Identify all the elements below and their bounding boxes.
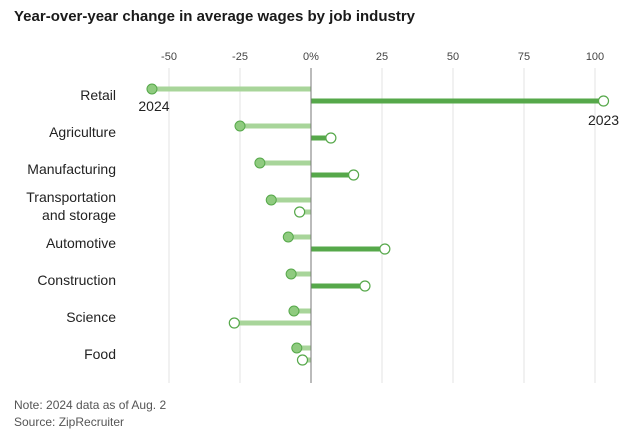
- marker-2023: [325, 132, 337, 144]
- x-tick-label: 0%: [303, 51, 319, 63]
- x-tick-label: 50: [447, 51, 459, 63]
- category-label-line: Transportation: [26, 189, 116, 205]
- marker-2023: [296, 354, 309, 366]
- bar-2023: [311, 283, 365, 289]
- category-label: Retail: [80, 87, 116, 103]
- category-label: Science: [66, 309, 116, 325]
- bar-2023: [311, 246, 385, 252]
- category-label: Agriculture: [49, 124, 116, 140]
- marker-2023: [228, 317, 240, 329]
- x-tick-label: 100: [586, 51, 604, 63]
- marker-2024: [285, 268, 297, 280]
- chart-title: Year-over-year change in average wages b…: [14, 8, 415, 25]
- x-tick-label: 25: [376, 51, 388, 63]
- category-label: Food: [84, 346, 116, 362]
- bar-2024: [291, 271, 311, 277]
- category-label: Manufacturing: [27, 161, 116, 177]
- bar-2024: [271, 197, 311, 203]
- marker-2023: [597, 95, 610, 107]
- marker-2024: [288, 305, 300, 317]
- category-label-line: and storage: [42, 207, 116, 223]
- x-tick-label: -25: [232, 51, 248, 63]
- marker-2024: [146, 83, 158, 95]
- bar-2023: [311, 172, 354, 178]
- marker-2024: [265, 194, 277, 206]
- bar-2024: [293, 308, 311, 314]
- marker-2024: [234, 120, 246, 132]
- bar-2023: [299, 209, 311, 215]
- category-label: Automotive: [46, 235, 116, 251]
- bar-2024: [259, 160, 311, 166]
- bar-2023: [234, 320, 311, 326]
- marker-2023: [379, 243, 391, 255]
- series-label-2023: 2023: [588, 112, 619, 128]
- bar-2024: [151, 86, 311, 92]
- bar-2024: [288, 234, 311, 240]
- marker-2024: [254, 157, 266, 169]
- category-label: Construction: [37, 272, 116, 288]
- chart-note: Note: 2024 data as of Aug. 2: [14, 398, 167, 412]
- bar-2023: [311, 98, 604, 104]
- category-label: Transportation and storage: [26, 189, 116, 223]
- series-label-2024: 2024: [138, 98, 169, 114]
- x-tick-label: -50: [161, 51, 177, 63]
- chart-source: Source: ZipRecruiter: [14, 415, 125, 429]
- marker-2023: [294, 206, 306, 218]
- x-tick-label: 75: [518, 51, 530, 63]
- marker-2023: [348, 169, 360, 181]
- marker-2023: [359, 280, 371, 292]
- bar-2023: [311, 135, 331, 141]
- marker-2024: [282, 231, 294, 243]
- bar-2024: [296, 345, 311, 351]
- bar-2024: [240, 123, 311, 129]
- marker-2024: [291, 342, 303, 354]
